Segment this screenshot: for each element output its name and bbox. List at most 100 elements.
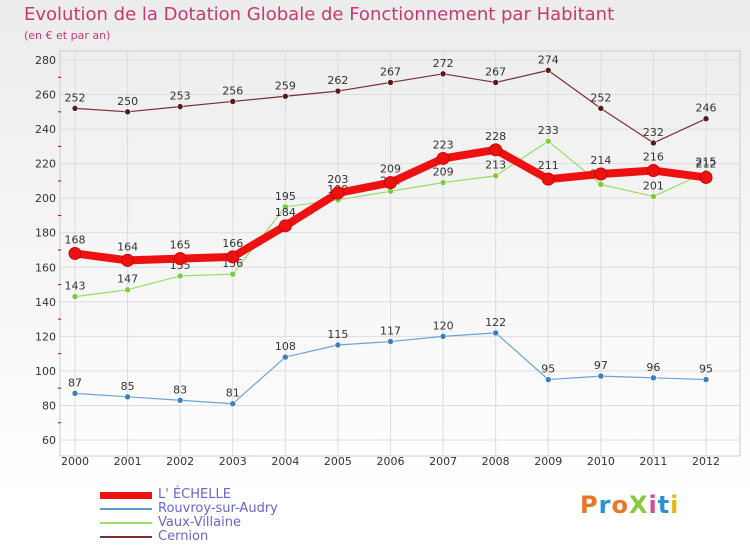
data-point [492, 172, 499, 180]
data-point [334, 87, 342, 95]
data-label: 85 [121, 380, 135, 393]
y-tick-label: 60 [42, 434, 56, 447]
data-label: 259 [275, 79, 296, 92]
data-point [121, 253, 135, 267]
data-label: 262 [327, 74, 348, 87]
legend-item: Vaux-Villaine [100, 516, 278, 530]
data-label: 95 [541, 363, 555, 376]
data-label: 81 [226, 387, 240, 400]
chart-title: Evolution de la Dotation Globale de Fonc… [24, 4, 615, 25]
data-label: 267 [380, 65, 401, 78]
data-label: 228 [485, 130, 506, 143]
y-tick-label: 260 [35, 89, 56, 102]
data-point [594, 167, 608, 181]
legend-swatch [100, 491, 152, 499]
data-label: 96 [646, 361, 660, 374]
proxiti-logo: ProXiti [580, 491, 680, 519]
data-point [650, 193, 657, 200]
data-point [176, 396, 184, 404]
data-point [176, 103, 184, 110]
data-point [176, 272, 184, 280]
data-point [439, 333, 447, 340]
data-point [124, 108, 131, 116]
data-label: 256 [222, 84, 243, 97]
data-label: 168 [65, 233, 86, 246]
data-point [702, 115, 710, 123]
data-label: 250 [117, 95, 138, 108]
data-point [544, 376, 552, 383]
data-label: 232 [643, 126, 664, 139]
data-point [229, 98, 237, 105]
data-label: 95 [699, 363, 713, 376]
data-point [597, 372, 605, 380]
legend-swatch [100, 508, 152, 510]
data-label: 211 [538, 159, 559, 172]
data-point [544, 67, 552, 74]
data-label: 214 [590, 154, 611, 167]
data-point [334, 341, 342, 349]
y-tick-label: 220 [35, 158, 56, 171]
x-tick-label: 2001 [114, 455, 142, 468]
data-label: 252 [590, 91, 611, 104]
chart-subtitle: (en € et par an) [24, 29, 111, 42]
data-point [699, 170, 713, 184]
data-label: 212 [696, 157, 717, 170]
data-label: 117 [380, 325, 401, 338]
data-point [439, 179, 447, 186]
y-tick-label: 120 [35, 330, 56, 343]
y-tick-label: 180 [35, 227, 56, 240]
legend-label: Cernion [158, 529, 209, 544]
y-tick-label: 140 [35, 296, 56, 309]
data-label: 233 [538, 124, 559, 137]
data-point [541, 172, 555, 186]
data-point [436, 151, 450, 165]
x-tick-label: 2000 [61, 455, 89, 468]
data-label: 147 [117, 273, 138, 286]
data-label: 215 [696, 155, 717, 168]
y-tick-label: 80 [42, 399, 56, 412]
data-label: 165 [170, 239, 191, 252]
data-point [68, 246, 82, 260]
data-label: 122 [485, 316, 506, 329]
x-tick-label: 2011 [639, 455, 667, 468]
data-label: 83 [173, 383, 187, 396]
x-tick-label: 2009 [534, 455, 562, 468]
data-label: 164 [117, 240, 138, 253]
legend-item: L' ÉCHELLE [100, 488, 278, 502]
x-tick-label: 2008 [482, 455, 510, 468]
data-point [597, 105, 605, 112]
data-point [124, 286, 131, 294]
legend-swatch [100, 536, 152, 538]
data-point [387, 187, 394, 195]
data-point [124, 393, 131, 401]
chart-legend: L' ÉCHELLE Rouvroy-sur-Audry Vaux-Villaine… [100, 488, 278, 544]
data-label: 267 [485, 65, 506, 78]
data-point [597, 181, 605, 188]
data-label: 143 [65, 280, 86, 293]
data-point [282, 353, 289, 361]
data-label: 213 [485, 159, 506, 172]
data-label: 223 [433, 138, 454, 151]
y-tick-label: 160 [35, 261, 56, 274]
legend-label: L' ÉCHELLE [158, 487, 231, 502]
data-label: 216 [643, 151, 664, 164]
y-tick-label: 280 [35, 54, 56, 67]
data-point [646, 164, 660, 178]
data-point [702, 376, 710, 383]
data-point [492, 329, 499, 337]
data-label: 108 [275, 340, 296, 353]
data-point [229, 270, 237, 278]
data-point [650, 139, 657, 147]
y-tick-label: 200 [35, 192, 56, 205]
data-label: 209 [433, 166, 454, 179]
data-label: 252 [65, 91, 86, 104]
plot-frame [59, 50, 741, 457]
data-point [229, 400, 237, 408]
data-point [71, 390, 79, 397]
data-point [173, 252, 187, 266]
legend-label: Rouvroy-sur-Audry [158, 501, 278, 516]
data-point [544, 137, 552, 145]
data-label: 209 [380, 163, 401, 176]
